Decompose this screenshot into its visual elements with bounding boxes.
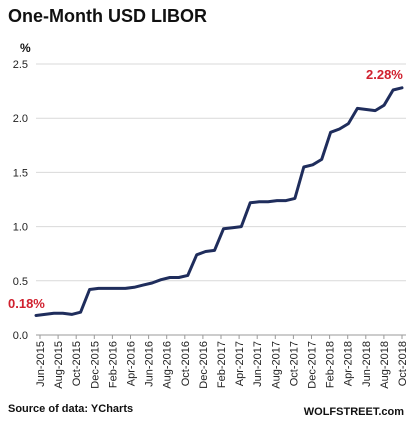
x-tick-label: Feb-2017: [216, 341, 228, 388]
y-tick-label: 2.0: [13, 113, 28, 125]
x-tick-labels: Jun-2015 Aug-2015 Oct-2015 Dec-2015 Feb-2016…: [35, 335, 409, 389]
x-tick-label: Aug-2017: [270, 341, 282, 389]
x-tick-label: Aug-2018: [379, 341, 391, 389]
source-note: Source of data: YCharts: [8, 403, 133, 415]
x-tick-label: Apr-2016: [126, 341, 138, 386]
brand-label: WOLFSTREET.com: [304, 406, 404, 418]
y-tick-label: 1.0: [13, 222, 28, 234]
x-tick-label: Aug-2015: [53, 341, 65, 389]
x-tick-label: Apr-2017: [234, 341, 246, 386]
y-tick-label: 0.0: [13, 330, 28, 342]
x-tick-label: Oct-2015: [71, 341, 83, 386]
x-tick-label: Oct-2018: [397, 341, 409, 386]
x-tick-label: Apr-2018: [343, 341, 355, 386]
x-tick-label: Jun-2017: [252, 341, 264, 387]
y-tick-label: 2.5: [13, 59, 28, 71]
series-line-libor: [34, 86, 404, 317]
x-tick-label: Jun-2018: [361, 341, 373, 387]
x-tick-label: Jun-2015: [35, 341, 47, 387]
x-tick-label: Oct-2017: [288, 341, 300, 386]
y-tick-labels: 0.0 0.5 1.0 1.5 2.0 2.5: [13, 59, 28, 342]
annotation-end-value: 2.28%: [366, 67, 403, 82]
x-tick-label: Dec-2015: [89, 341, 101, 389]
y-tick-label: 1.5: [13, 167, 28, 179]
y-unit-label: %: [20, 41, 31, 55]
x-tick-label: Feb-2018: [325, 341, 337, 388]
x-tick-label: Dec-2017: [307, 341, 319, 389]
x-tick-label: Feb-2016: [107, 341, 119, 388]
annotation-start-value: 0.18%: [8, 296, 45, 311]
y-tick-label: 0.5: [13, 276, 28, 288]
gridlines: [36, 63, 406, 282]
x-tick-label: Jun-2016: [144, 341, 156, 387]
x-tick-label: Aug-2016: [162, 341, 174, 389]
x-tick-label: Oct-2016: [180, 341, 192, 386]
chart-title: One-Month USD LIBOR: [8, 6, 207, 26]
x-tick-label: Dec-2016: [198, 341, 210, 389]
